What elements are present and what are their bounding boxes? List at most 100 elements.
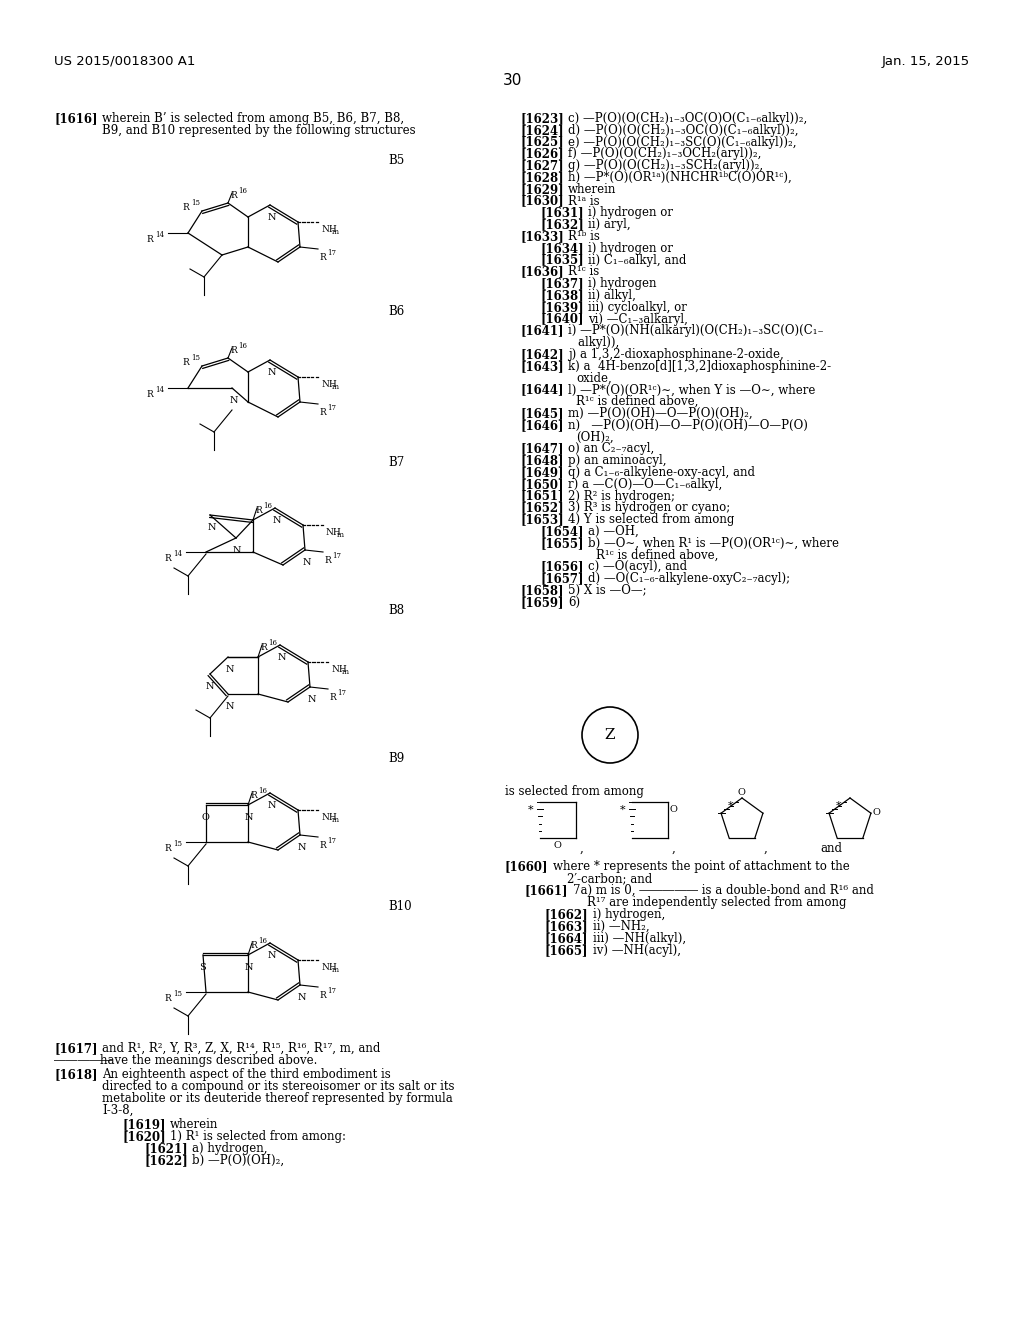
Text: directed to a compound or its stereoisomer or its salt or its: directed to a compound or its stereoisom… (102, 1080, 455, 1093)
Text: is selected from among: is selected from among (505, 785, 644, 799)
Text: 17: 17 (327, 249, 336, 257)
Text: c) —P(O)(O(CH₂)₁₋₃OC(O)O(C₁₋₆alkyl))₂,: c) —P(O)(O(CH₂)₁₋₃OC(O)O(C₁₋₆alkyl))₂, (568, 112, 807, 125)
Text: B7: B7 (388, 455, 404, 469)
Text: c) —O(acyl), and: c) —O(acyl), and (588, 561, 687, 573)
Text: k) a  4H-benzo[d][1,3,2]dioxaphosphinine-2-: k) a 4H-benzo[d][1,3,2]dioxaphosphinine-… (568, 360, 831, 372)
Text: 2) R² is hydrogen;: 2) R² is hydrogen; (568, 490, 675, 503)
Text: R¹ᶜ is: R¹ᶜ is (568, 265, 599, 279)
Text: a) —OH,: a) —OH, (588, 525, 639, 539)
Text: [1635]: [1635] (540, 253, 584, 267)
Text: [1649]: [1649] (520, 466, 563, 479)
Text: [1640]: [1640] (540, 313, 584, 326)
Text: R: R (164, 994, 171, 1003)
Text: [1627]: [1627] (520, 160, 563, 172)
Text: m: m (332, 816, 339, 824)
Text: [1664]: [1664] (545, 932, 589, 945)
Text: [1661]: [1661] (525, 884, 568, 898)
Text: B10: B10 (388, 900, 412, 913)
Text: R: R (319, 408, 326, 417)
Text: 15: 15 (191, 199, 200, 207)
Text: 17: 17 (332, 552, 341, 560)
Text: 3) R³ is hydrogen or cyano;: 3) R³ is hydrogen or cyano; (568, 502, 730, 515)
Text: ,: , (580, 842, 584, 855)
Text: R: R (250, 791, 257, 800)
Text: N: N (268, 368, 276, 378)
Text: o) an C₂₋₇acyl,: o) an C₂₋₇acyl, (568, 442, 654, 455)
Text: N: N (303, 558, 311, 568)
Text: [1656]: [1656] (540, 561, 584, 573)
Text: [1653]: [1653] (520, 513, 563, 527)
Text: N: N (273, 516, 282, 525)
Text: [1659]: [1659] (520, 595, 563, 609)
Text: ―――――: ――――― (54, 1053, 113, 1067)
Text: metabolite or its deuteride thereof represented by formula: metabolite or its deuteride thereof repr… (102, 1092, 453, 1105)
Text: [1628]: [1628] (520, 172, 563, 183)
Text: wherein: wherein (170, 1118, 218, 1131)
Text: NH: NH (321, 964, 337, 972)
Text: O: O (872, 808, 881, 817)
Text: [1626]: [1626] (520, 148, 563, 161)
Text: [1622]: [1622] (144, 1154, 187, 1167)
Text: R: R (260, 643, 266, 652)
Text: b) —O∼, when R¹ is —P(O)(OR¹ᶜ)∼, where: b) —O∼, when R¹ is —P(O)(OR¹ᶜ)∼, where (588, 537, 839, 550)
Text: h) —P*(O)(OR¹ᵃ)(NHCHR¹ᵇC(O)OR¹ᶜ),: h) —P*(O)(OR¹ᵃ)(NHCHR¹ᵇC(O)OR¹ᶜ), (568, 172, 792, 183)
Text: *: * (620, 805, 626, 814)
Text: [1663]: [1663] (545, 920, 589, 933)
Text: [1651]: [1651] (520, 490, 563, 503)
Text: R: R (182, 358, 188, 367)
Text: R: R (146, 235, 153, 244)
Text: 17: 17 (327, 987, 336, 995)
Text: ii) alkyl,: ii) alkyl, (588, 289, 636, 302)
Text: 7a) m is 0, ――――― is a double-bond and R¹⁶ and: 7a) m is 0, ――――― is a double-bond and R… (573, 884, 873, 898)
Text: ii) C₁₋₆alkyl, and: ii) C₁₋₆alkyl, and (588, 253, 686, 267)
Text: R¹ᶜ is defined above,: R¹ᶜ is defined above, (596, 549, 719, 561)
Text: m: m (337, 531, 344, 539)
Text: N: N (208, 523, 216, 532)
Text: [1662]: [1662] (545, 908, 589, 921)
Text: and R¹, R², Y, R³, Z, X, R¹⁴, R¹⁵, R¹⁶, R¹⁷, m, and: and R¹, R², Y, R³, Z, X, R¹⁴, R¹⁵, R¹⁶, … (102, 1041, 380, 1055)
Text: NH: NH (321, 380, 337, 389)
Text: d) —P(O)(O(CH₂)₁₋₃OC(O)(C₁₋₆alkyl))₂,: d) —P(O)(O(CH₂)₁₋₃OC(O)(C₁₋₆alkyl))₂, (568, 124, 799, 137)
Text: r) a —C(O)—O—C₁₋₆alkyl,: r) a —C(O)—O—C₁₋₆alkyl, (568, 478, 722, 491)
Text: 16: 16 (258, 787, 267, 795)
Text: iv) —NH(acyl),: iv) —NH(acyl), (593, 944, 681, 957)
Text: An eighteenth aspect of the third embodiment is: An eighteenth aspect of the third embodi… (102, 1068, 391, 1081)
Text: R: R (329, 693, 336, 702)
Text: 1) R¹ is selected from among:: 1) R¹ is selected from among: (170, 1130, 346, 1143)
Text: R: R (255, 506, 262, 515)
Text: N: N (233, 546, 242, 554)
Text: ii) aryl,: ii) aryl, (588, 218, 631, 231)
Text: (OH)₂,: (OH)₂, (575, 430, 613, 444)
Text: [1642]: [1642] (520, 348, 563, 360)
Text: R: R (319, 253, 326, 261)
Text: R: R (230, 346, 237, 355)
Text: [1657]: [1657] (540, 572, 584, 585)
Text: [1633]: [1633] (520, 230, 564, 243)
Text: wherein: wherein (568, 182, 616, 195)
Text: R: R (182, 203, 188, 213)
Text: 4) Y is selected from among: 4) Y is selected from among (568, 513, 734, 527)
Text: g) —P(O)(O(CH₂)₁₋₃SCH₂(aryl))₂,: g) —P(O)(O(CH₂)₁₋₃SCH₂(aryl))₂, (568, 160, 763, 172)
Text: [1619]: [1619] (122, 1118, 166, 1131)
Text: 2′-carbon; and: 2′-carbon; and (567, 873, 652, 884)
Text: *: * (528, 805, 534, 814)
Text: B5: B5 (388, 154, 404, 168)
Text: [1637]: [1637] (540, 277, 584, 290)
Text: Jan. 15, 2015: Jan. 15, 2015 (882, 55, 970, 69)
Text: 14: 14 (173, 550, 182, 558)
Text: 15: 15 (173, 990, 182, 998)
Text: 17: 17 (327, 404, 336, 412)
Text: R: R (146, 389, 153, 399)
Text: e) —P(O)(O(CH₂)₁₋₃SC(O)(C₁₋₆alkyl))₂,: e) —P(O)(O(CH₂)₁₋₃SC(O)(C₁₋₆alkyl))₂, (568, 136, 797, 149)
Text: q) a C₁₋₆-alkylene-oxy-acyl, and: q) a C₁₋₆-alkylene-oxy-acyl, and (568, 466, 755, 479)
Text: [1625]: [1625] (520, 136, 563, 149)
Text: R¹ᵃ is: R¹ᵃ is (568, 194, 600, 207)
Text: wherein B’ is selected from among B5, B6, B7, B8,: wherein B’ is selected from among B5, B6… (102, 112, 404, 125)
Text: NH: NH (326, 528, 342, 537)
Text: [1636]: [1636] (520, 265, 563, 279)
Text: [1629]: [1629] (520, 182, 563, 195)
Text: [1645]: [1645] (520, 407, 563, 420)
Text: [1654]: [1654] (540, 525, 584, 539)
Text: [1618]: [1618] (54, 1068, 97, 1081)
Text: 16: 16 (268, 639, 278, 647)
